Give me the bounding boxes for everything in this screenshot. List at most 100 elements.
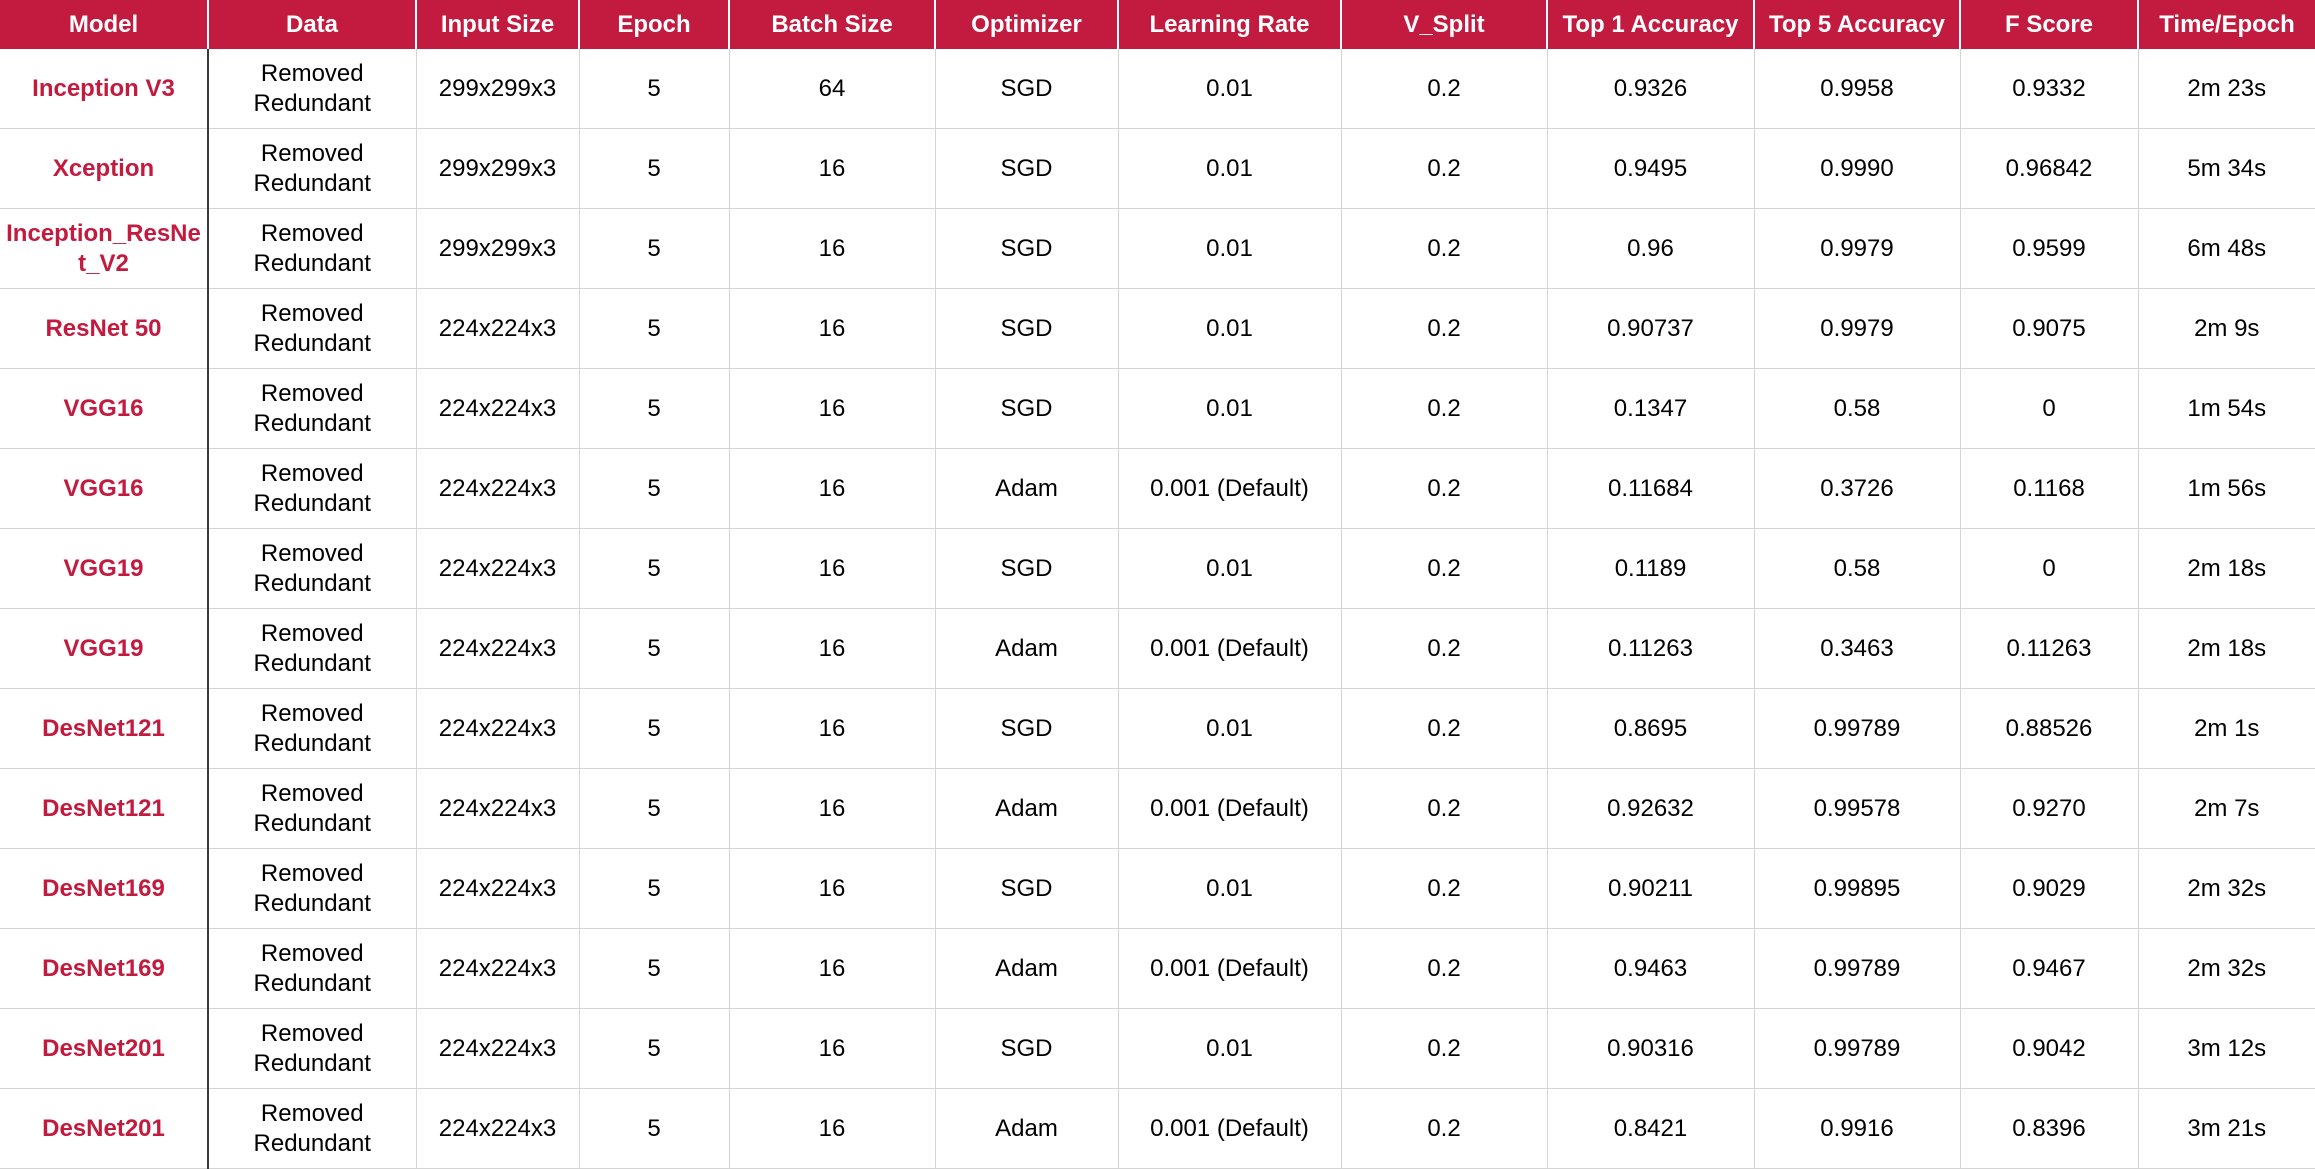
table-row: VGG19 Removed Redundant 224x224x3 5 16 SGD 0.0…: [0, 528, 2315, 609]
top1-accuracy-cell: 0.92632: [1547, 768, 1755, 849]
optimizer-cell: Adam: [935, 768, 1119, 849]
model-cell: Inception V3: [0, 49, 209, 129]
epoch-cell: 5: [579, 128, 730, 209]
table-row: DesNet201 Removed Redundant 224x224x3 5 16 Ad…: [0, 1088, 2315, 1169]
optimizer-cell: Adam: [935, 608, 1119, 689]
optimizer-cell: SGD: [935, 688, 1119, 769]
input-size-cell: 299x299x3: [416, 208, 580, 289]
batch-size-cell: 16: [729, 608, 936, 689]
model-cell: ResNet 50: [0, 288, 209, 369]
f-score-cell: 0.9029: [1960, 848, 2139, 929]
time-per-epoch-cell: 2m 32s: [2138, 928, 2315, 1009]
v-split-cell: 0.2: [1341, 49, 1548, 129]
epoch-cell: 5: [579, 928, 730, 1009]
top5-accuracy-cell: 0.3463: [1754, 608, 1961, 689]
input-size-cell: 224x224x3: [416, 448, 580, 529]
batch-size-cell: 16: [729, 928, 936, 1009]
top1-accuracy-cell: 0.11263: [1547, 608, 1755, 689]
optimizer-cell: Adam: [935, 928, 1119, 1009]
input-size-cell: 224x224x3: [416, 368, 580, 449]
model-cell: Xception: [0, 128, 209, 209]
top5-accuracy-cell: 0.99578: [1754, 768, 1961, 849]
batch-size-cell: 16: [729, 688, 936, 769]
optimizer-cell: Adam: [935, 448, 1119, 529]
col-header-batch-size: Batch Size: [729, 0, 936, 49]
model-cell: VGG16: [0, 448, 209, 529]
time-per-epoch-cell: 2m 32s: [2138, 848, 2315, 929]
epoch-cell: 5: [579, 608, 730, 689]
f-score-cell: 0: [1960, 528, 2139, 609]
time-per-epoch-cell: 2m 7s: [2138, 768, 2315, 849]
top1-accuracy-cell: 0.90737: [1547, 288, 1755, 369]
table-row: DesNet121 Removed Redundant 224x224x3 5 16 Ad…: [0, 768, 2315, 849]
f-score-cell: 0.9270: [1960, 768, 2139, 849]
data-cell: Removed Redundant: [208, 288, 417, 369]
col-header-top5-accuracy: Top 5 Accuracy: [1754, 0, 1961, 49]
data-cell: Removed Redundant: [208, 128, 417, 209]
top1-accuracy-cell: 0.96: [1547, 208, 1755, 289]
v-split-cell: 0.2: [1341, 1008, 1548, 1089]
top1-accuracy-cell: 0.1347: [1547, 368, 1755, 449]
epoch-cell: 5: [579, 49, 730, 129]
col-header-f-score: F Score: [1960, 0, 2139, 49]
f-score-cell: 0.1168: [1960, 448, 2139, 529]
optimizer-cell: SGD: [935, 1008, 1119, 1089]
time-per-epoch-cell: 2m 1s: [2138, 688, 2315, 769]
learning-rate-cell: 0.001 (Default): [1118, 1088, 1342, 1169]
top1-accuracy-cell: 0.90211: [1547, 848, 1755, 929]
learning-rate-cell: 0.001 (Default): [1118, 608, 1342, 689]
col-header-v-split: V_Split: [1341, 0, 1548, 49]
time-per-epoch-cell: 2m 9s: [2138, 288, 2315, 369]
time-per-epoch-cell: 3m 12s: [2138, 1008, 2315, 1089]
optimizer-cell: SGD: [935, 368, 1119, 449]
model-cell: DesNet121: [0, 768, 209, 849]
learning-rate-cell: 0.01: [1118, 49, 1342, 129]
model-cell: DesNet169: [0, 928, 209, 1009]
learning-rate-cell: 0.01: [1118, 848, 1342, 929]
table-row: DesNet121 Removed Redundant 224x224x3 5 16 SG…: [0, 688, 2315, 769]
top1-accuracy-cell: 0.9463: [1547, 928, 1755, 1009]
optimizer-cell: SGD: [935, 128, 1119, 209]
input-size-cell: 224x224x3: [416, 928, 580, 1009]
model-cell: VGG19: [0, 528, 209, 609]
f-score-cell: 0: [1960, 368, 2139, 449]
time-per-epoch-cell: 2m 18s: [2138, 528, 2315, 609]
f-score-cell: 0.88526: [1960, 688, 2139, 769]
data-cell: Removed Redundant: [208, 608, 417, 689]
top5-accuracy-cell: 0.9979: [1754, 288, 1961, 369]
batch-size-cell: 16: [729, 1088, 936, 1169]
learning-rate-cell: 0.01: [1118, 688, 1342, 769]
time-per-epoch-cell: 5m 34s: [2138, 128, 2315, 209]
top1-accuracy-cell: 0.1189: [1547, 528, 1755, 609]
optimizer-cell: SGD: [935, 208, 1119, 289]
batch-size-cell: 16: [729, 1008, 936, 1089]
top5-accuracy-cell: 0.99789: [1754, 688, 1961, 769]
table-row: DesNet169 Removed Redundant 224x224x3 5 16 Ad…: [0, 928, 2315, 1009]
data-cell: Removed Redundant: [208, 448, 417, 529]
time-per-epoch-cell: 2m 23s: [2138, 49, 2315, 129]
top5-accuracy-cell: 0.3726: [1754, 448, 1961, 529]
top5-accuracy-cell: 0.58: [1754, 528, 1961, 609]
batch-size-cell: 16: [729, 128, 936, 209]
model-cell: DesNet201: [0, 1088, 209, 1169]
model-cell: DesNet121: [0, 688, 209, 769]
table-body: Inception V3 Removed Redundant 299x299x3 5 6…: [0, 49, 2315, 1169]
top5-accuracy-cell: 0.99895: [1754, 848, 1961, 929]
f-score-cell: 0.9467: [1960, 928, 2139, 1009]
table-row: VGG16 Removed Redundant 224x224x3 5 16 Adam 0.…: [0, 448, 2315, 529]
table-row: Inception_ResNet_V2 Removed Redundant 299x…: [0, 208, 2315, 289]
col-header-learning-rate: Learning Rate: [1118, 0, 1342, 49]
top1-accuracy-cell: 0.9326: [1547, 49, 1755, 129]
epoch-cell: 5: [579, 1088, 730, 1169]
model-cell: VGG16: [0, 368, 209, 449]
epoch-cell: 5: [579, 288, 730, 369]
learning-rate-cell: 0.001 (Default): [1118, 448, 1342, 529]
model-cell: DesNet201: [0, 1008, 209, 1089]
epoch-cell: 5: [579, 768, 730, 849]
epoch-cell: 5: [579, 368, 730, 449]
v-split-cell: 0.2: [1341, 208, 1548, 289]
data-cell: Removed Redundant: [208, 1088, 417, 1169]
top5-accuracy-cell: 0.9916: [1754, 1088, 1961, 1169]
col-header-model: Model: [0, 0, 209, 49]
